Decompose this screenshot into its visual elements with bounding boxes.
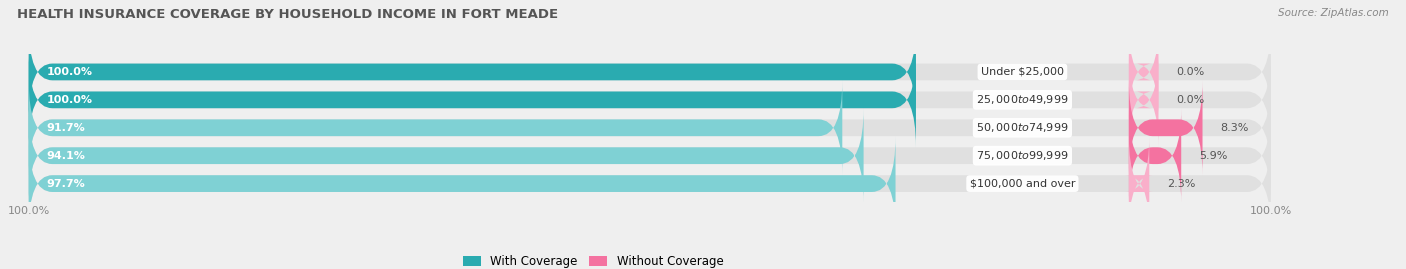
FancyBboxPatch shape [28, 24, 915, 119]
FancyBboxPatch shape [1129, 24, 1159, 119]
FancyBboxPatch shape [1129, 52, 1159, 147]
Text: Source: ZipAtlas.com: Source: ZipAtlas.com [1278, 8, 1389, 18]
FancyBboxPatch shape [28, 80, 1271, 175]
Text: $75,000 to $99,999: $75,000 to $99,999 [976, 149, 1069, 162]
Text: Under $25,000: Under $25,000 [981, 67, 1064, 77]
FancyBboxPatch shape [28, 136, 896, 231]
FancyBboxPatch shape [28, 80, 842, 175]
FancyBboxPatch shape [28, 108, 1271, 203]
Text: 100.0%: 100.0% [46, 67, 93, 77]
Text: 100.0%: 100.0% [46, 95, 93, 105]
FancyBboxPatch shape [28, 24, 1271, 119]
FancyBboxPatch shape [28, 108, 863, 203]
Text: $25,000 to $49,999: $25,000 to $49,999 [976, 93, 1069, 106]
Text: $50,000 to $74,999: $50,000 to $74,999 [976, 121, 1069, 134]
Text: 91.7%: 91.7% [46, 123, 86, 133]
Text: 5.9%: 5.9% [1199, 151, 1227, 161]
FancyBboxPatch shape [1129, 108, 1181, 203]
Text: 2.3%: 2.3% [1167, 179, 1195, 189]
Text: 8.3%: 8.3% [1220, 123, 1249, 133]
FancyBboxPatch shape [28, 52, 915, 147]
Legend: With Coverage, Without Coverage: With Coverage, Without Coverage [458, 250, 728, 269]
FancyBboxPatch shape [1126, 136, 1153, 231]
Text: 0.0%: 0.0% [1177, 95, 1205, 105]
Text: HEALTH INSURANCE COVERAGE BY HOUSEHOLD INCOME IN FORT MEADE: HEALTH INSURANCE COVERAGE BY HOUSEHOLD I… [17, 8, 558, 21]
FancyBboxPatch shape [28, 136, 1271, 231]
Text: $100,000 and over: $100,000 and over [970, 179, 1076, 189]
Text: 94.1%: 94.1% [46, 151, 86, 161]
FancyBboxPatch shape [1129, 80, 1202, 175]
Text: 0.0%: 0.0% [1177, 67, 1205, 77]
Text: 97.7%: 97.7% [46, 179, 86, 189]
FancyBboxPatch shape [28, 52, 1271, 147]
